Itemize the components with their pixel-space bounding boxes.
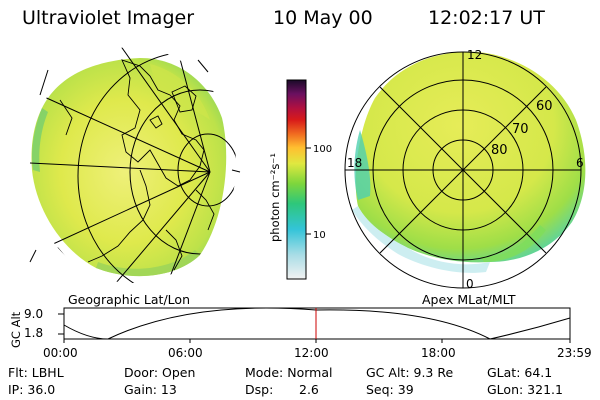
gc-alt-info: GC Alt: 9.3 Re xyxy=(366,365,454,380)
right-panel-caption: Apex MLat/MLT xyxy=(422,292,516,307)
xtick-0600: 06:00 xyxy=(168,346,203,360)
colorbar-label-100: 100 xyxy=(313,144,332,155)
x-ticks xyxy=(63,339,571,343)
grid-overrun xyxy=(29,59,241,263)
xtick-1800: 18:00 xyxy=(421,346,456,360)
colorbar-label-10: 10 xyxy=(313,230,326,241)
polar-image: 12 18 6 0 60 70 80 xyxy=(344,48,586,291)
ip-info: IP: 36.0 xyxy=(8,382,56,397)
dayglow-edge xyxy=(352,206,490,273)
mlat-label-60: 60 xyxy=(536,99,553,114)
geographic-image xyxy=(28,47,241,283)
geo-grid xyxy=(28,47,236,283)
altitude-plot: GC Alt 9.0 1.8 00:00 06:00 12:00 18:00 2… xyxy=(9,307,592,360)
mlt-label-6: 6 xyxy=(576,156,584,170)
glon-info: GLon: 321.1 xyxy=(487,382,563,397)
altitude-ytick-low: 1.8 xyxy=(24,326,43,340)
altitude-plot-frame xyxy=(63,307,571,340)
xtick-0000: 00:00 xyxy=(43,346,78,360)
instrument-title: Ultraviolet Imager xyxy=(22,7,195,29)
seq-info: Seq: 39 xyxy=(366,382,414,397)
mlt-label-0: 0 xyxy=(466,277,474,291)
filter-info: Flt: LBHL xyxy=(8,365,64,380)
door-info: Door: Open xyxy=(124,365,196,380)
colorbar-units: photon cm⁻²s⁻¹ xyxy=(268,153,282,242)
dsp-value: 2.6 xyxy=(299,382,319,397)
auroral-oval xyxy=(355,51,586,263)
glat-info: GLat: 64.1 xyxy=(487,365,553,380)
left-panel-caption: Geographic Lat/Lon xyxy=(68,292,190,307)
mlat-label-70: 70 xyxy=(512,122,529,137)
colorbar-scale xyxy=(286,79,307,280)
altitude-curve xyxy=(63,307,571,340)
dsp-label: Dsp: xyxy=(245,382,274,397)
mode-info: Mode: Normal xyxy=(245,365,333,380)
altitude-ylabel: GC Alt xyxy=(9,311,23,348)
image-time: 12:02:17 UT xyxy=(428,7,545,29)
xtick-2359: 23:59 xyxy=(557,346,592,360)
mlat-label-80: 80 xyxy=(491,143,508,158)
altitude-ytick-high: 9.0 xyxy=(24,307,43,321)
mlt-label-18: 18 xyxy=(347,156,362,170)
gain-info: Gain: 13 xyxy=(124,382,177,397)
colorbar: 100 10 photon cm⁻²s⁻¹ xyxy=(268,79,332,280)
image-date: 10 May 00 xyxy=(273,7,373,29)
mlt-label-12: 12 xyxy=(467,48,482,62)
mlt-spokes xyxy=(345,52,581,288)
xtick-1200: 12:00 xyxy=(294,346,329,360)
